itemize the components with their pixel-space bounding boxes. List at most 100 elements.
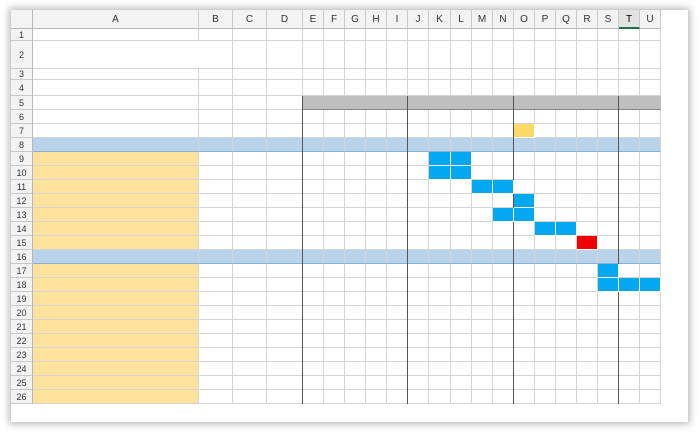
column-header-e[interactable]: E — [303, 10, 324, 29]
cell-c2[interactable] — [233, 41, 267, 69]
cell-m23[interactable] — [472, 348, 493, 362]
cell-q1[interactable] — [556, 29, 577, 41]
cell-t8[interactable] — [619, 138, 640, 152]
cell-r18[interactable] — [577, 278, 598, 292]
cell-m10[interactable] — [472, 166, 493, 180]
column-header-n[interactable]: N — [493, 10, 514, 29]
cell-n7[interactable] — [493, 124, 514, 138]
cell-n16[interactable] — [493, 250, 514, 264]
cell-q17[interactable] — [556, 264, 577, 278]
cell-i8[interactable] — [387, 138, 408, 152]
cell-h13[interactable] — [366, 208, 387, 222]
cell-d2[interactable] — [267, 41, 303, 69]
cell-e23[interactable] — [303, 348, 324, 362]
column-header-g[interactable]: G — [345, 10, 366, 29]
cell-e22[interactable] — [303, 334, 324, 348]
cell-i20[interactable] — [387, 306, 408, 320]
row-header-21[interactable]: 21 — [11, 320, 33, 334]
cell-c21[interactable] — [233, 320, 267, 334]
cell-l8[interactable] — [451, 138, 472, 152]
cell-r16[interactable] — [577, 250, 598, 264]
cell-o15[interactable] — [514, 236, 535, 250]
cell-g19[interactable] — [345, 292, 366, 306]
cell-l15[interactable] — [451, 236, 472, 250]
cell-o19[interactable] — [514, 292, 535, 306]
cell-h12[interactable] — [366, 194, 387, 208]
cell-n2[interactable] — [493, 41, 514, 69]
cell-a21[interactable] — [33, 320, 199, 334]
cell-t14[interactable] — [619, 222, 640, 236]
select-all-corner[interactable] — [11, 10, 33, 29]
cell-k25[interactable] — [429, 376, 451, 390]
cell-u17[interactable] — [640, 264, 661, 278]
cell-r26[interactable] — [577, 390, 598, 404]
cell-j3[interactable] — [408, 69, 429, 80]
gantt-bar-cell[interactable] — [493, 208, 514, 222]
cell-i6[interactable] — [387, 110, 408, 124]
cell-j8[interactable] — [408, 138, 429, 152]
cell-n3[interactable] — [493, 69, 514, 80]
cell-k20[interactable] — [429, 306, 451, 320]
cell-d12[interactable] — [267, 194, 303, 208]
cell-b13[interactable] — [199, 208, 233, 222]
cell-i23[interactable] — [387, 348, 408, 362]
cell-a24[interactable] — [33, 362, 199, 376]
cell-c23[interactable] — [233, 348, 267, 362]
cell-o20[interactable] — [514, 306, 535, 320]
cell-u8[interactable] — [640, 138, 661, 152]
cell-h6[interactable] — [366, 110, 387, 124]
cell-u9[interactable] — [640, 152, 661, 166]
cell-h24[interactable] — [366, 362, 387, 376]
cell-r8[interactable] — [577, 138, 598, 152]
column-header-b[interactable]: B — [199, 10, 233, 29]
cell-p18[interactable] — [535, 278, 556, 292]
cell-f4[interactable] — [324, 80, 345, 96]
cell-t12[interactable] — [619, 194, 640, 208]
cell-r6[interactable] — [577, 110, 598, 124]
cell-o21[interactable] — [514, 320, 535, 334]
cell-c14[interactable] — [233, 222, 267, 236]
cell-a18[interactable] — [33, 278, 199, 292]
cell-t19[interactable] — [619, 292, 640, 306]
cell-i18[interactable] — [387, 278, 408, 292]
cell-i19[interactable] — [387, 292, 408, 306]
cell-c6[interactable] — [233, 110, 267, 124]
cell-t23[interactable] — [619, 348, 640, 362]
cell-u3[interactable] — [640, 69, 661, 80]
column-header-s[interactable]: S — [598, 10, 619, 29]
cell-c1[interactable] — [233, 29, 267, 41]
cell-l21[interactable] — [451, 320, 472, 334]
cell-q6[interactable] — [556, 110, 577, 124]
column-header-m[interactable]: M — [472, 10, 493, 29]
cell-m16[interactable] — [472, 250, 493, 264]
cell-n26[interactable] — [493, 390, 514, 404]
cell-b18[interactable] — [199, 278, 233, 292]
cell-l4[interactable] — [451, 80, 472, 96]
cell-i15[interactable] — [387, 236, 408, 250]
cell-u2[interactable] — [640, 41, 661, 69]
cell-r17[interactable] — [577, 264, 598, 278]
cell-k7[interactable] — [429, 124, 451, 138]
cell-f7[interactable] — [324, 124, 345, 138]
cell-f9[interactable] — [324, 152, 345, 166]
cell-t26[interactable] — [619, 390, 640, 404]
cell-m4[interactable] — [472, 80, 493, 96]
cell-h10[interactable] — [366, 166, 387, 180]
cell-s10[interactable] — [598, 166, 619, 180]
cell-r23[interactable] — [577, 348, 598, 362]
cell-p19[interactable] — [535, 292, 556, 306]
gantt-bar-cell[interactable] — [619, 278, 640, 292]
cell-p17[interactable] — [535, 264, 556, 278]
cell-p24[interactable] — [535, 362, 556, 376]
cell-t5[interactable] — [619, 96, 640, 110]
cell-p20[interactable] — [535, 306, 556, 320]
cell-j20[interactable] — [408, 306, 429, 320]
cell-g16[interactable] — [345, 250, 366, 264]
gantt-bar-cell[interactable] — [598, 278, 619, 292]
cell-g13[interactable] — [345, 208, 366, 222]
cell-q2[interactable] — [556, 41, 577, 69]
cell-k12[interactable] — [429, 194, 451, 208]
cell-h8[interactable] — [366, 138, 387, 152]
cell-j11[interactable] — [408, 180, 429, 194]
cell-h5[interactable] — [366, 96, 387, 110]
